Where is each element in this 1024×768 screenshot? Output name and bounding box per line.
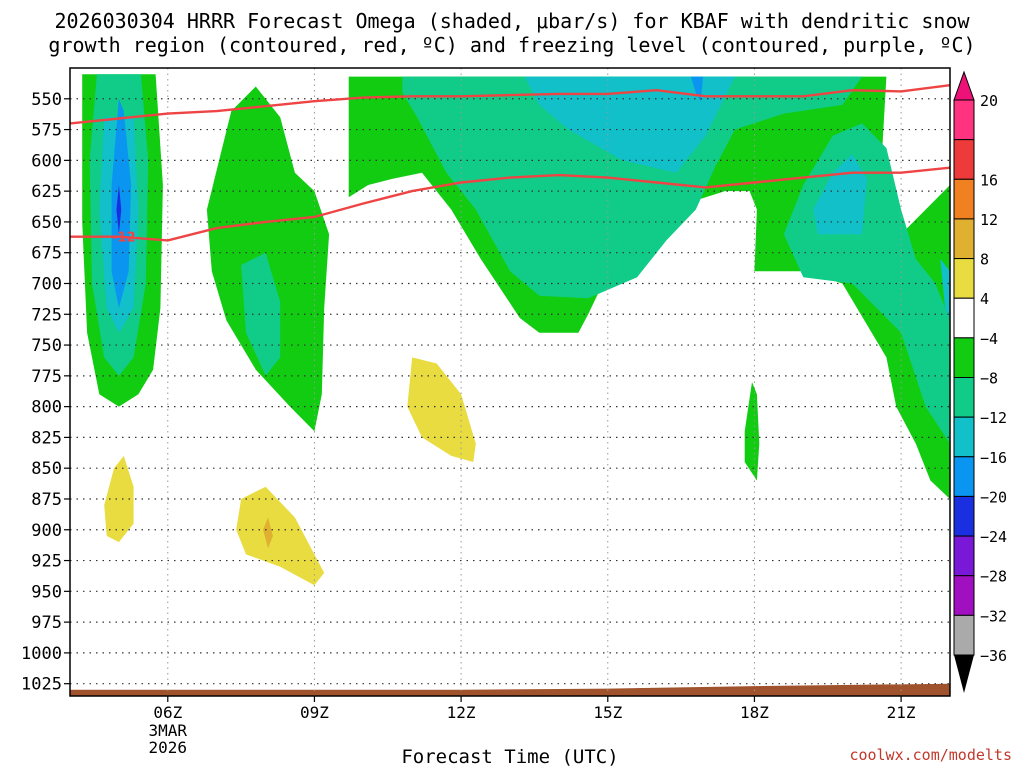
y-tick-label-900: 900 (31, 521, 62, 541)
colorbar-band-12 (953, 575, 975, 616)
y-tick-label-700: 700 (31, 274, 62, 294)
x-tick-label-06Z: 06Z (153, 703, 182, 722)
omega-region-yellow-3 (236, 486, 325, 586)
omega-region-teal-3a (402, 76, 862, 299)
colorbar-label-11: −28 (980, 568, 1007, 586)
colorbar-band-0 (953, 99, 975, 141)
colorbar-label-4: 4 (980, 290, 989, 308)
colorbar-label-10: −24 (980, 528, 1007, 546)
x-tick-label-21Z: 21Z (887, 703, 916, 722)
colorbar-label-6: −8 (980, 370, 998, 388)
y-tick-label-550: 550 (31, 90, 62, 110)
y-tick-label-875: 875 (31, 490, 62, 510)
colorbar-label-8: −16 (980, 449, 1007, 467)
x-tick-sublabel-3MAR: 3MAR (149, 721, 188, 740)
y-tick-label-975: 975 (31, 613, 62, 633)
colorbar-band-4 (953, 258, 975, 299)
terrain-surface (70, 683, 950, 696)
contour-dgz-bottom -12C (70, 166, 950, 242)
colorbar-band-6 (953, 337, 975, 379)
colorbar-arrow-top (953, 70, 975, 101)
colorbar-band-1 (953, 139, 975, 180)
colorbar-band-8 (953, 416, 975, 458)
colorbar-band-11 (953, 535, 975, 577)
colorbar-label-12: −32 (980, 607, 1007, 625)
omega-region-cyan-edge (940, 258, 950, 321)
omega-region-yellow-1 (407, 357, 476, 462)
plot-frame (69, 67, 951, 697)
colorbar-label-1: 16 (980, 171, 998, 189)
colorbar-label-2: 12 (980, 211, 998, 229)
omega-region-cyan-4 (813, 154, 867, 235)
x-tick-label-09Z: 09Z (300, 703, 329, 722)
y-tick-label-600: 600 (31, 151, 62, 171)
y-tick-label-750: 750 (31, 336, 62, 356)
chart-title-line2: growth region (contoured, red, ºC) and f… (48, 33, 976, 57)
colorbar-label-7: −12 (980, 409, 1007, 427)
plot-area: -12 (70, 68, 950, 696)
colorbar-band-7 (953, 377, 975, 418)
y-tick-label-775: 775 (31, 367, 62, 387)
contour-label-dgz-bottom -12C: -12 (112, 231, 136, 246)
colorbar-label-3: 8 (980, 251, 989, 269)
contour-dgz-top -18C (70, 84, 950, 125)
y-tick-label-1025: 1025 (21, 675, 62, 695)
x-tick-label-18Z: 18Z (740, 703, 769, 722)
y-tick-label-650: 650 (31, 213, 62, 233)
y-tick-label-675: 675 (31, 244, 62, 264)
omega-region-blue-col1 (111, 98, 132, 309)
colorbar-band-10 (953, 495, 975, 537)
x-axis-label: Forecast Time (UTC) (401, 746, 618, 768)
y-tick-label-850: 850 (31, 459, 62, 479)
y-tick-label-925: 925 (31, 552, 62, 572)
y-tick-label-725: 725 (31, 305, 62, 325)
omega-region-teal-2 (241, 252, 281, 376)
colorbar-band-13 (953, 614, 975, 656)
omega-region-orange-3 (263, 517, 273, 549)
colorbar-label-5: −4 (980, 330, 998, 348)
omega-region-green-small (744, 382, 760, 481)
omega-region-cyan-3 (524, 76, 735, 173)
y-tick-label-800: 800 (31, 398, 62, 418)
colorbar: 20 16 12 8 4 −4 −8 −12 −16 −20 −24 −28 −32 −36 (953, 70, 1007, 693)
colorbar-band-3 (953, 218, 975, 260)
chart-title-line1: 2026030304 HRRR Forecast Omega (shaded, … (54, 9, 970, 33)
y-tick-label-825: 825 (31, 428, 62, 448)
x-tick-label-15Z: 15Z (593, 703, 622, 722)
colorbar-band-2 (953, 178, 975, 220)
omega-region-yellow-2 (104, 455, 134, 543)
colorbar-label-0: 20 (980, 92, 998, 110)
colorbar-band-9 (953, 456, 975, 497)
colorbar-label-9: −20 (980, 488, 1007, 506)
y-tick-label-575: 575 (31, 121, 62, 141)
credit-text: coolwx.com/modelts (849, 746, 1012, 764)
y-tick-label-625: 625 (31, 182, 62, 202)
y-tick-label-1000: 1000 (21, 644, 62, 664)
x-tick-label-12Z: 12Z (447, 703, 476, 722)
x-tick-sublabel-2026: 2026 (149, 738, 188, 757)
omega-region-dark-col1 (116, 185, 122, 235)
y-tick-label-950: 950 (31, 582, 62, 602)
colorbar-band-5 (953, 297, 975, 339)
colorbar-arrow-bottom (954, 655, 974, 693)
colorbar-label-13: −36 (980, 647, 1007, 665)
